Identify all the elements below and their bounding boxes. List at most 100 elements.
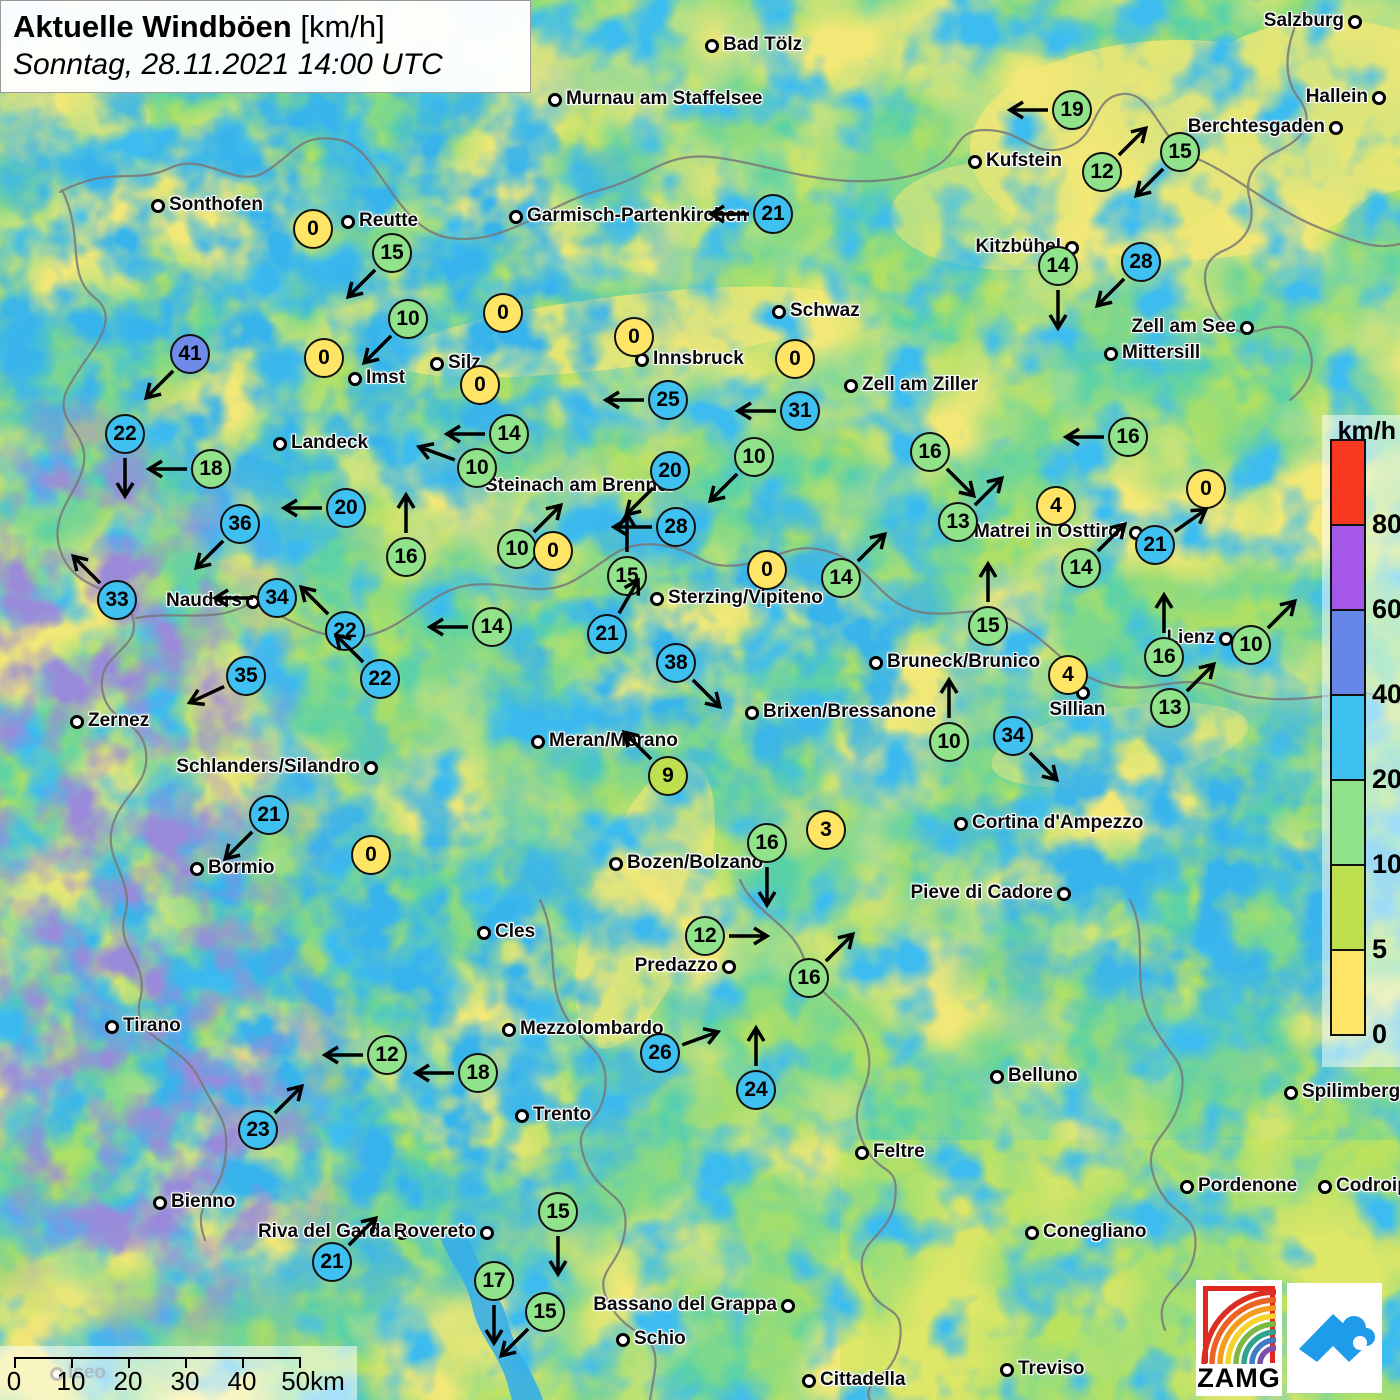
town-label: Hallein [1305, 86, 1368, 107]
wind-gust-value: 18 [191, 449, 231, 489]
wind-direction-arrow [707, 204, 751, 224]
town-marker-icon [105, 1020, 119, 1034]
wind-gust-value: 10 [1231, 625, 1271, 665]
town-label: Meran/Merano [549, 730, 678, 751]
scalebar-tick [299, 1357, 301, 1368]
scalebar-label: 20 [113, 1366, 143, 1396]
town-marker-icon [844, 379, 858, 393]
wind-gust-value: 18 [458, 1053, 498, 1093]
wind-direction-arrow [966, 468, 1011, 513]
wind-direction-arrow [338, 261, 383, 306]
wind-direction-arrow [326, 625, 371, 670]
legend-segment [1330, 524, 1366, 611]
wind-direction-arrow [1259, 591, 1304, 636]
wind-direction-arrow [426, 617, 470, 637]
town-label: Belluno [1008, 1065, 1078, 1086]
town-marker-icon [1180, 1180, 1194, 1194]
wind-gust-value: 4 [1036, 486, 1076, 526]
wind-direction-arrow [548, 1234, 568, 1278]
wind-direction-arrow [978, 560, 998, 604]
town-label: Rovereto [393, 1221, 476, 1242]
legend-color-bar [1330, 439, 1366, 1036]
town-marker-icon [705, 39, 719, 53]
town-label: Feltre [873, 1141, 925, 1162]
legend-segment [1330, 609, 1366, 696]
wind-gust-value: 16 [747, 823, 787, 863]
wind-gust-value: 0 [460, 365, 500, 405]
town-label: Sterzing/Vipiteno [668, 587, 823, 608]
wind-gust-value: 24 [736, 1070, 776, 1110]
town-label: Murnau am Staffelsee [566, 88, 763, 109]
town-marker-icon [1329, 121, 1343, 135]
town-label: Garmisch-Partenkirchen [527, 205, 748, 226]
town-label: Zell am Ziller [862, 374, 979, 395]
country-borders [56, 12, 1400, 1400]
town-label: Tirano [123, 1015, 181, 1036]
wind-gust-value: 21 [249, 795, 289, 835]
wind-direction-arrow [757, 865, 777, 909]
zamg-rainbow-icon [1201, 1289, 1277, 1365]
town-label: Imst [366, 367, 406, 388]
town-label: Mittersill [1122, 342, 1201, 363]
wind-direction-arrow [321, 1045, 365, 1065]
scalebar-line [14, 1357, 300, 1359]
town-marker-icon [745, 706, 759, 720]
legend-segment [1330, 694, 1366, 781]
town-label: Bienno [171, 1191, 236, 1212]
wind-gust-value: 25 [648, 380, 688, 420]
town-label: Kufstein [986, 150, 1062, 171]
town-label: Cortina d'Ampezzo [972, 812, 1144, 833]
wind-direction-arrow [63, 546, 108, 591]
town-marker-icon [609, 857, 623, 871]
wind-gust-value: 3 [806, 810, 846, 850]
wind-direction-arrow [849, 524, 894, 569]
town-marker-icon [480, 1226, 494, 1240]
town-marker-icon [70, 715, 84, 729]
scalebar-label: 10 [56, 1366, 86, 1396]
title-subtitle: Sonntag, 28.11.2021 14:00 UTC [13, 48, 443, 81]
wind-gust-value: 35 [226, 656, 266, 696]
town-marker-icon [341, 215, 355, 229]
wind-direction-arrow [211, 588, 255, 608]
wind-direction-arrow [939, 676, 959, 720]
town-marker-icon [548, 93, 562, 107]
wind-gust-value: 33 [97, 580, 137, 620]
town-marker-icon [1284, 1086, 1298, 1100]
legend-segment [1330, 439, 1366, 526]
wind-gust-value: 0 [351, 835, 391, 875]
town-label: Steinach am Brenner [484, 475, 676, 496]
wind-gust-value: 14 [1038, 246, 1078, 286]
wind-direction-arrow [1154, 591, 1174, 635]
wind-gust-value: 12 [685, 916, 725, 956]
town-label: Landeck [291, 432, 369, 453]
wind-gust-value: 0 [304, 338, 344, 378]
wind-direction-arrow [1021, 744, 1066, 789]
town-marker-icon [273, 437, 287, 451]
town-marker-icon [1057, 887, 1071, 901]
town-label: Conegliano [1043, 1221, 1147, 1242]
wind-gust-value: 15 [538, 1192, 578, 1232]
town-marker-icon [954, 817, 968, 831]
wind-gust-value: 16 [1144, 637, 1184, 677]
scalebar-label: 50km [281, 1366, 345, 1396]
town-label: Bad Tölz [723, 34, 803, 55]
wind-gust-value: 13 [1150, 688, 1190, 728]
wind-gust-value: 15 [968, 606, 1008, 646]
town-label: Codroipo [1336, 1175, 1400, 1196]
town-label: Salzburg [1263, 10, 1344, 31]
town-label: Bozen/Bolzano [627, 852, 764, 873]
wind-gust-value: 14 [821, 558, 861, 598]
town-label: Berchtesgaden [1187, 116, 1325, 137]
town-marker-icon [151, 199, 165, 213]
town-label: Bormio [208, 857, 275, 878]
legend-segment [1330, 779, 1366, 866]
wind-gust-value: 19 [1052, 90, 1092, 130]
wind-direction-arrow [136, 362, 181, 407]
town-marker-icon [190, 862, 204, 876]
wind-gust-value: 22 [360, 659, 400, 699]
wind-direction-arrow [677, 1021, 725, 1055]
title-box: Aktuelle Windböen [km/h] Sonntag, 28.11.… [0, 0, 531, 93]
wind-direction-arrow [614, 722, 659, 767]
